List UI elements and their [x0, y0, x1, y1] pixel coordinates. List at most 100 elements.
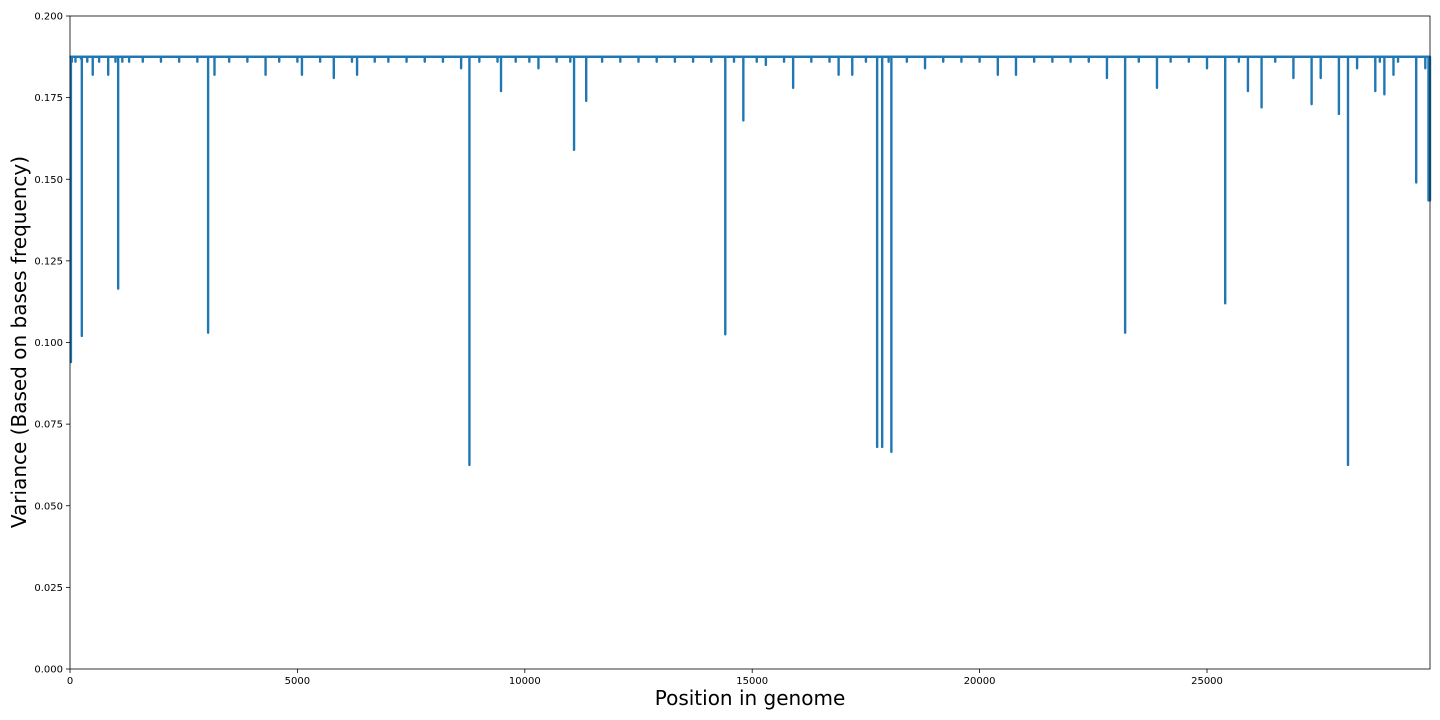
- data-point: [205, 56, 208, 58]
- x-tick-label: 0: [67, 676, 73, 687]
- data-point: [128, 60, 130, 63]
- data-point: [383, 56, 385, 58]
- data-point: [664, 56, 667, 58]
- data-point: [1349, 56, 1351, 58]
- data-point: [500, 90, 502, 92]
- data-point: [328, 56, 331, 58]
- data-point: [865, 60, 867, 63]
- data-point: [896, 56, 899, 58]
- data-point: [683, 56, 685, 58]
- data-point: [1160, 56, 1163, 58]
- data-point: [951, 56, 954, 58]
- y-tick-label: 0.000: [34, 665, 63, 676]
- data-point: [783, 60, 785, 63]
- data-point: [1397, 60, 1399, 63]
- data-point: [792, 87, 794, 89]
- data-point: [1374, 90, 1377, 92]
- y-tick-label: 0.200: [34, 12, 63, 23]
- data-point: [1087, 60, 1090, 63]
- data-point: [569, 60, 572, 63]
- data-point: [255, 56, 258, 58]
- data-point: [942, 60, 945, 63]
- data-point: [473, 56, 476, 58]
- data-point: [728, 56, 731, 58]
- data-point: [487, 56, 490, 58]
- data-point: [1256, 56, 1258, 58]
- data-point: [851, 73, 854, 76]
- data-point: [828, 60, 831, 63]
- data-point: [1178, 56, 1181, 58]
- data-point: [169, 56, 171, 58]
- data-point: [151, 56, 153, 58]
- data-point: [423, 60, 426, 63]
- data-point: [978, 60, 981, 63]
- data-point: [710, 60, 713, 63]
- data-point: [1247, 90, 1249, 92]
- data-point: [528, 60, 531, 63]
- data-point: [774, 56, 776, 58]
- data-point: [733, 60, 735, 63]
- data-point: [915, 56, 917, 58]
- series-layer: [69, 55, 1432, 467]
- data-point: [310, 56, 312, 58]
- data-point: [1424, 67, 1427, 70]
- data-point: [287, 56, 290, 58]
- data-point: [228, 60, 230, 63]
- data-point: [537, 67, 540, 70]
- data-point: [801, 56, 804, 58]
- data-point: [1315, 56, 1317, 58]
- data-point: [1137, 60, 1140, 63]
- plot-background: [70, 16, 1430, 669]
- data-point: [1356, 67, 1358, 70]
- y-tick-label: 0.100: [34, 338, 63, 349]
- data-point: [987, 56, 990, 58]
- data-point: [765, 64, 767, 66]
- data-point: [674, 60, 676, 63]
- data-point: [546, 56, 549, 58]
- data-point: [524, 56, 526, 58]
- data-point: [906, 60, 908, 63]
- data-point: [278, 60, 281, 63]
- data-point: [1238, 60, 1240, 63]
- data-point: [98, 60, 100, 63]
- data-point: [719, 56, 722, 58]
- data-point: [107, 73, 110, 76]
- data-point: [319, 60, 321, 63]
- data-point: [405, 60, 408, 63]
- x-tick-label: 20000: [964, 676, 996, 687]
- data-point: [869, 56, 872, 58]
- data-point: [1260, 106, 1263, 109]
- data-point: [1206, 67, 1208, 70]
- data-point: [724, 333, 727, 336]
- data-point: [91, 73, 94, 76]
- data-point: [71, 56, 74, 58]
- data-point: [1379, 60, 1381, 63]
- y-tick-label: 0.025: [34, 583, 63, 594]
- data-point: [132, 56, 135, 58]
- data-point: [414, 56, 417, 58]
- data-point: [141, 60, 144, 63]
- data-point: [196, 60, 199, 63]
- data-point: [960, 60, 963, 63]
- data-point: [1338, 113, 1340, 115]
- data-point: [610, 56, 613, 58]
- data-point: [1156, 87, 1158, 89]
- data-point: [342, 56, 344, 58]
- data-point: [573, 149, 575, 151]
- data-point: [1292, 77, 1295, 79]
- data-point: [356, 73, 358, 76]
- data-point: [210, 56, 212, 58]
- data-point: [237, 56, 240, 58]
- data-point: [478, 60, 481, 63]
- data-point: [1015, 73, 1017, 76]
- data-point: [82, 56, 85, 58]
- data-point: [755, 60, 758, 63]
- data-point: [496, 60, 499, 63]
- data-point: [592, 56, 594, 58]
- data-point: [1106, 77, 1108, 79]
- data-point: [881, 446, 883, 448]
- data-point: [887, 60, 890, 63]
- data-point: [585, 100, 588, 102]
- data-point: [1006, 56, 1008, 58]
- data-point: [646, 56, 649, 58]
